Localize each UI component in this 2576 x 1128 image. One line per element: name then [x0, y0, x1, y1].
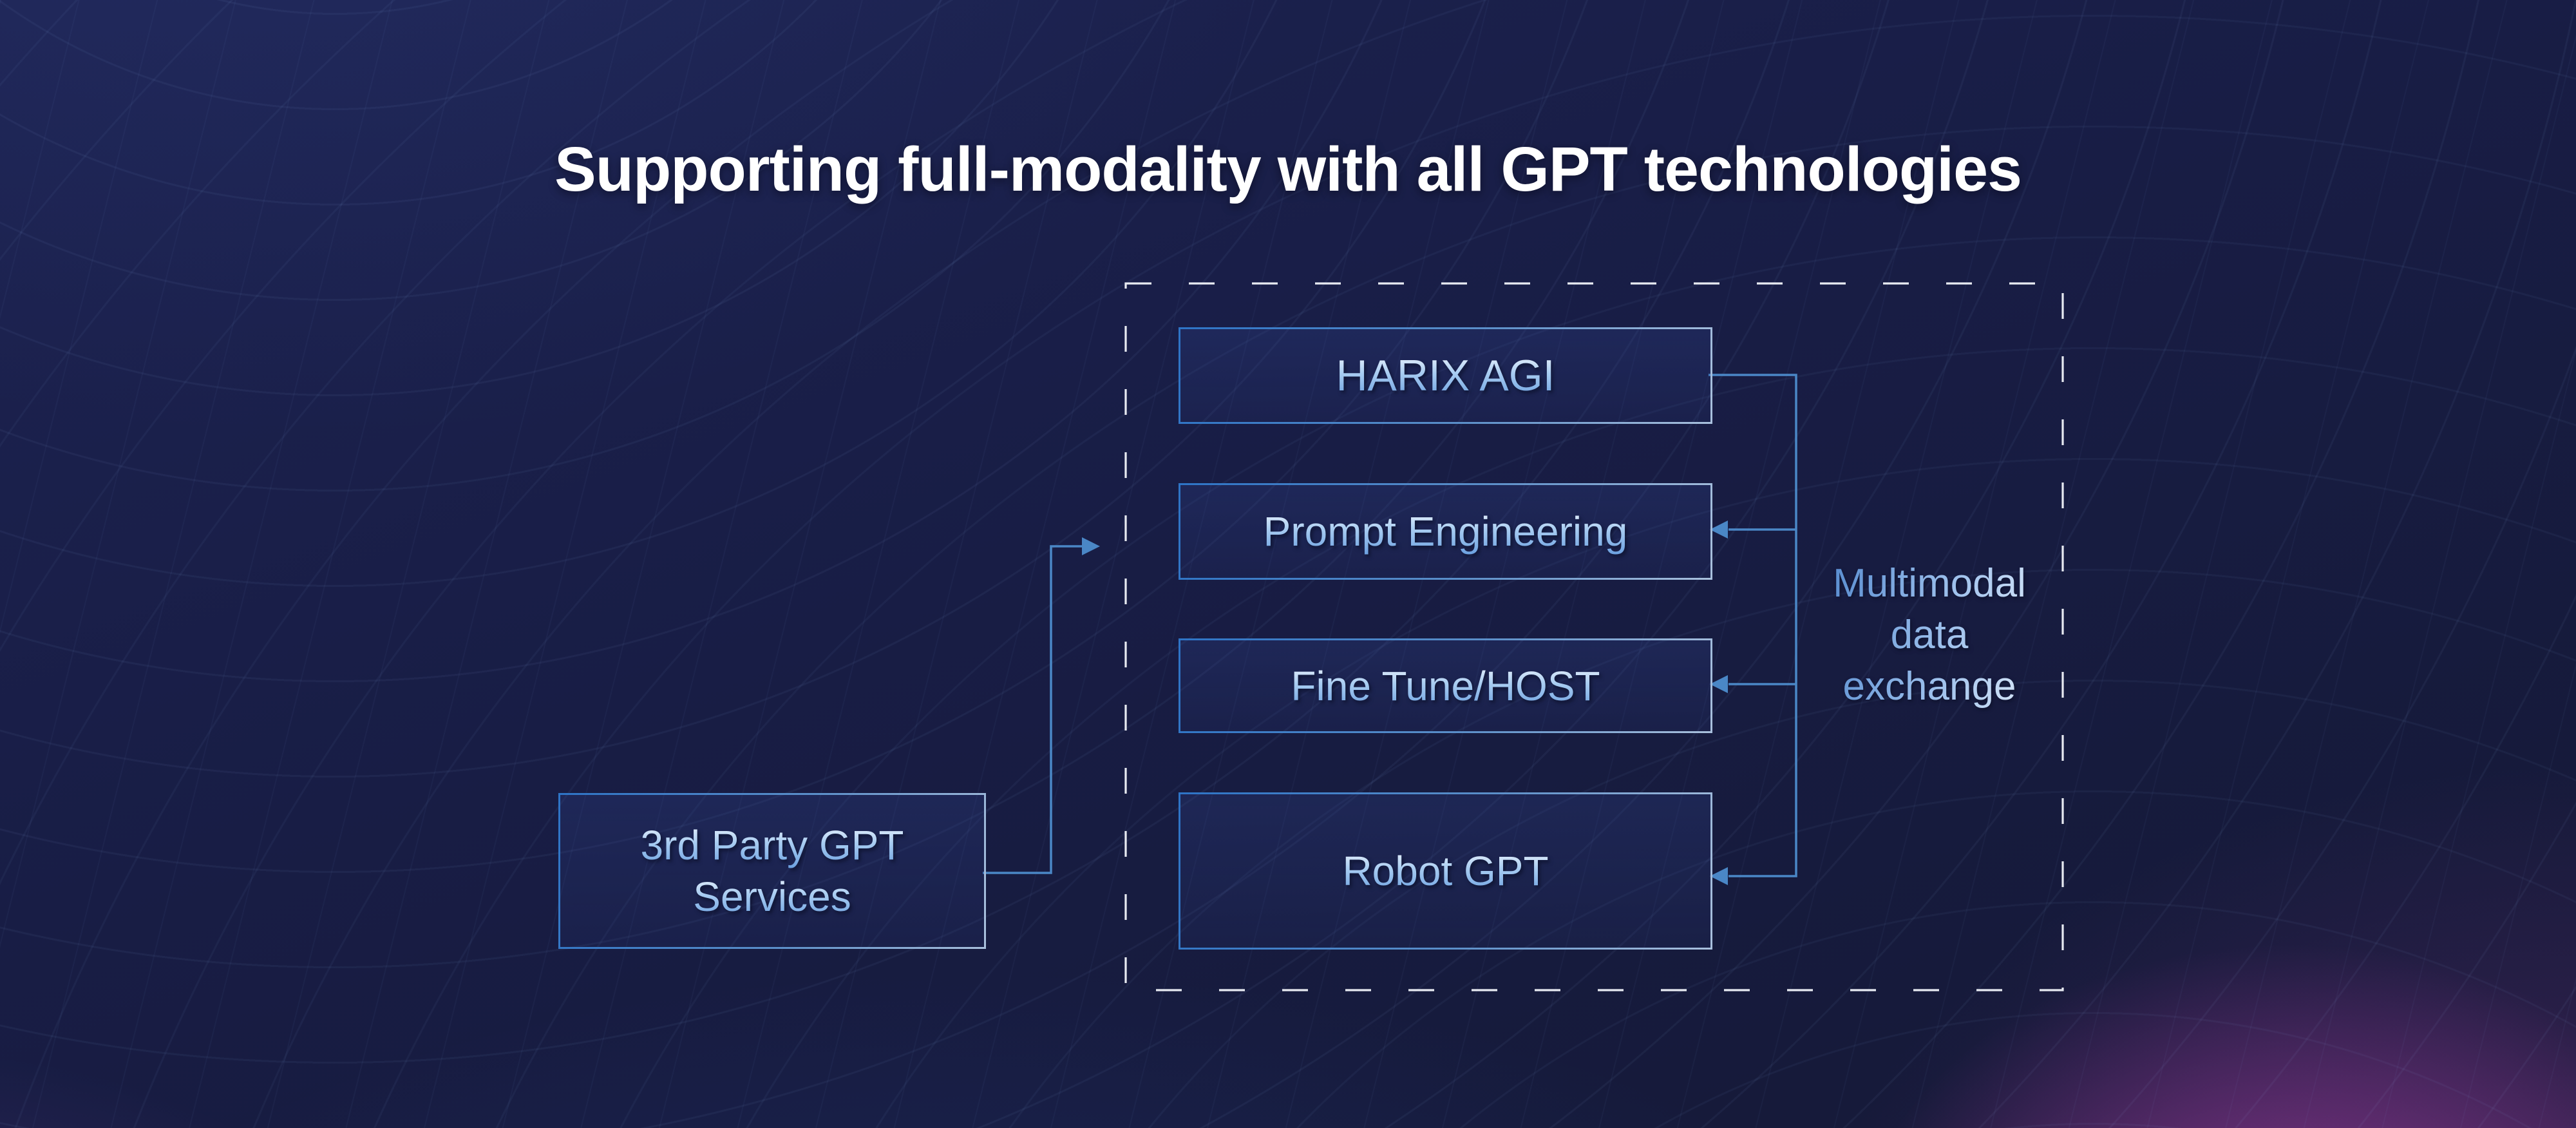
node-third-party-gpt-services: 3rd Party GPT Services [558, 793, 986, 949]
node-fine-tune-host-label: Fine Tune/HOST [1291, 660, 1600, 712]
arrowhead-robot [1710, 867, 1728, 885]
annotation-line3: exchange [1842, 664, 2016, 709]
annotation-line1: Multimodal [1833, 561, 2026, 606]
third-party-label-line2: Services [693, 871, 851, 922]
node-harix-agi: HARIX AGI [1179, 327, 1712, 424]
arrowhead-into-stack [1082, 537, 1100, 555]
multimodal-data-exchange-label: Multimodal data exchange [1800, 558, 2059, 712]
third-party-label-line1: 3rd Party GPT [641, 819, 904, 871]
slide-title: Supporting full-modality with all GPT te… [554, 134, 2022, 204]
node-robot-gpt-label: Robot GPT [1342, 845, 1548, 897]
node-prompt-engineering: Prompt Engineering [1179, 483, 1712, 580]
node-fine-tune-host: Fine Tune/HOST [1179, 638, 1712, 733]
connector-right-trunk [1709, 374, 1797, 877]
node-harix-agi-label: HARIX AGI [1336, 351, 1555, 400]
connector-third-party [983, 545, 1083, 874]
annotation-line2: data [1890, 613, 1969, 657]
arrowhead-prompt [1710, 521, 1728, 539]
node-prompt-engineering-label: Prompt Engineering [1264, 506, 1628, 557]
node-robot-gpt: Robot GPT [1179, 792, 1712, 950]
arrowhead-finetune [1710, 675, 1728, 693]
